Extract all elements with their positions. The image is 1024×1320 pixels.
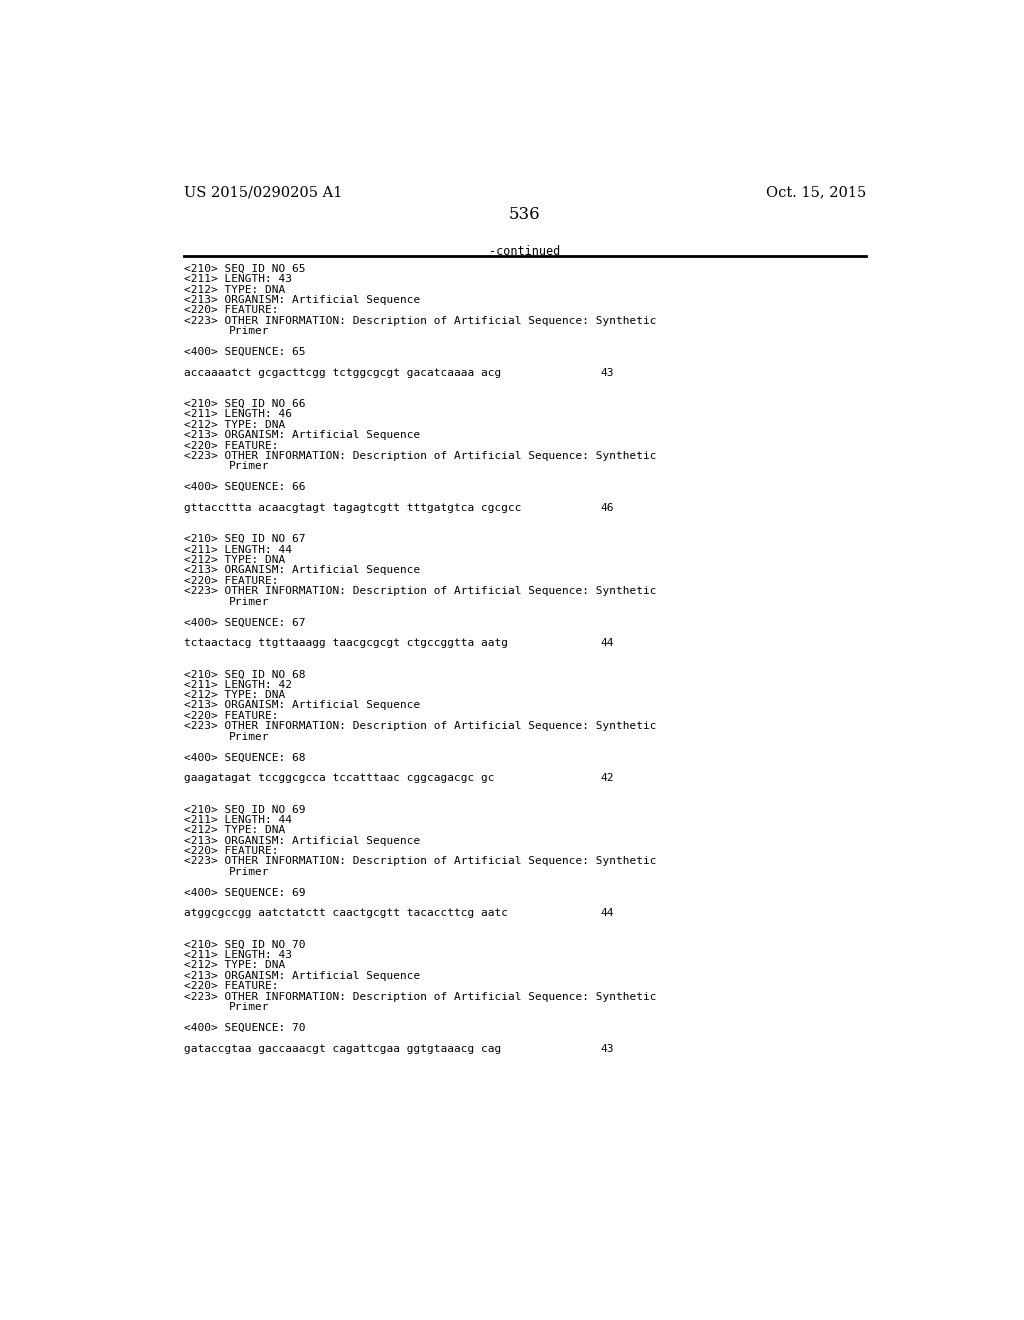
Text: 43: 43 (601, 1044, 614, 1053)
Text: Primer: Primer (228, 326, 269, 337)
Text: <212> TYPE: DNA: <212> TYPE: DNA (183, 554, 285, 565)
Text: 46: 46 (601, 503, 614, 513)
Text: US 2015/0290205 A1: US 2015/0290205 A1 (183, 185, 342, 199)
Text: <211> LENGTH: 44: <211> LENGTH: 44 (183, 814, 292, 825)
Text: <212> TYPE: DNA: <212> TYPE: DNA (183, 420, 285, 430)
Text: tctaactacg ttgttaaagg taacgcgcgt ctgccggtta aatg: tctaactacg ttgttaaagg taacgcgcgt ctgccgg… (183, 638, 508, 648)
Text: atggcgccgg aatctatctt caactgcgtt tacaccttcg aatc: atggcgccgg aatctatctt caactgcgtt tacacct… (183, 908, 508, 919)
Text: 44: 44 (601, 908, 614, 919)
Text: <211> LENGTH: 42: <211> LENGTH: 42 (183, 680, 292, 689)
Text: Oct. 15, 2015: Oct. 15, 2015 (766, 185, 866, 199)
Text: Primer: Primer (228, 597, 269, 606)
Text: 43: 43 (601, 368, 614, 378)
Text: <211> LENGTH: 46: <211> LENGTH: 46 (183, 409, 292, 420)
Text: <223> OTHER INFORMATION: Description of Artificial Sequence: Synthetic: <223> OTHER INFORMATION: Description of … (183, 586, 656, 597)
Text: <211> LENGTH: 44: <211> LENGTH: 44 (183, 545, 292, 554)
Text: <220> FEATURE:: <220> FEATURE: (183, 711, 279, 721)
Text: <210> SEQ ID NO 66: <210> SEQ ID NO 66 (183, 399, 305, 409)
Text: gataccgtaa gaccaaacgt cagattcgaa ggtgtaaacg cag: gataccgtaa gaccaaacgt cagattcgaa ggtgtaa… (183, 1044, 501, 1053)
Text: <213> ORGANISM: Artificial Sequence: <213> ORGANISM: Artificial Sequence (183, 430, 420, 440)
Text: <220> FEATURE:: <220> FEATURE: (183, 846, 279, 855)
Text: <220> FEATURE:: <220> FEATURE: (183, 441, 279, 450)
Text: <400> SEQUENCE: 65: <400> SEQUENCE: 65 (183, 347, 305, 356)
Text: Primer: Primer (228, 867, 269, 876)
Text: <212> TYPE: DNA: <212> TYPE: DNA (183, 825, 285, 836)
Text: <400> SEQUENCE: 66: <400> SEQUENCE: 66 (183, 482, 305, 492)
Text: <212> TYPE: DNA: <212> TYPE: DNA (183, 961, 285, 970)
Text: 42: 42 (601, 774, 614, 783)
Text: 536: 536 (509, 206, 541, 223)
Text: <220> FEATURE:: <220> FEATURE: (183, 981, 279, 991)
Text: Primer: Primer (228, 462, 269, 471)
Text: 44: 44 (601, 638, 614, 648)
Text: <213> ORGANISM: Artificial Sequence: <213> ORGANISM: Artificial Sequence (183, 836, 420, 846)
Text: <220> FEATURE:: <220> FEATURE: (183, 576, 279, 586)
Text: <210> SEQ ID NO 69: <210> SEQ ID NO 69 (183, 804, 305, 814)
Text: <210> SEQ ID NO 67: <210> SEQ ID NO 67 (183, 535, 305, 544)
Text: Primer: Primer (228, 1002, 269, 1012)
Text: <213> ORGANISM: Artificial Sequence: <213> ORGANISM: Artificial Sequence (183, 701, 420, 710)
Text: <213> ORGANISM: Artificial Sequence: <213> ORGANISM: Artificial Sequence (183, 296, 420, 305)
Text: <223> OTHER INFORMATION: Description of Artificial Sequence: Synthetic: <223> OTHER INFORMATION: Description of … (183, 991, 656, 1002)
Text: <400> SEQUENCE: 70: <400> SEQUENCE: 70 (183, 1023, 305, 1032)
Text: <212> TYPE: DNA: <212> TYPE: DNA (183, 690, 285, 700)
Text: <223> OTHER INFORMATION: Description of Artificial Sequence: Synthetic: <223> OTHER INFORMATION: Description of … (183, 315, 656, 326)
Text: gaagatagat tccggcgcca tccatttaac cggcagacgc gc: gaagatagat tccggcgcca tccatttaac cggcaga… (183, 774, 495, 783)
Text: <211> LENGTH: 43: <211> LENGTH: 43 (183, 950, 292, 960)
Text: <210> SEQ ID NO 68: <210> SEQ ID NO 68 (183, 669, 305, 680)
Text: accaaaatct gcgacttcgg tctggcgcgt gacatcaaaa acg: accaaaatct gcgacttcgg tctggcgcgt gacatca… (183, 368, 501, 378)
Text: <213> ORGANISM: Artificial Sequence: <213> ORGANISM: Artificial Sequence (183, 970, 420, 981)
Text: <220> FEATURE:: <220> FEATURE: (183, 305, 279, 315)
Text: <223> OTHER INFORMATION: Description of Artificial Sequence: Synthetic: <223> OTHER INFORMATION: Description of … (183, 857, 656, 866)
Text: <211> LENGTH: 43: <211> LENGTH: 43 (183, 275, 292, 284)
Text: <213> ORGANISM: Artificial Sequence: <213> ORGANISM: Artificial Sequence (183, 565, 420, 576)
Text: <212> TYPE: DNA: <212> TYPE: DNA (183, 285, 285, 294)
Text: <400> SEQUENCE: 67: <400> SEQUENCE: 67 (183, 618, 305, 627)
Text: <223> OTHER INFORMATION: Description of Artificial Sequence: Synthetic: <223> OTHER INFORMATION: Description of … (183, 721, 656, 731)
Text: Primer: Primer (228, 731, 269, 742)
Text: -continued: -continued (489, 244, 560, 257)
Text: <223> OTHER INFORMATION: Description of Artificial Sequence: Synthetic: <223> OTHER INFORMATION: Description of … (183, 451, 656, 461)
Text: <210> SEQ ID NO 65: <210> SEQ ID NO 65 (183, 264, 305, 273)
Text: <400> SEQUENCE: 68: <400> SEQUENCE: 68 (183, 752, 305, 763)
Text: <210> SEQ ID NO 70: <210> SEQ ID NO 70 (183, 940, 305, 949)
Text: <400> SEQUENCE: 69: <400> SEQUENCE: 69 (183, 887, 305, 898)
Text: gttaccttta acaacgtagt tagagtcgtt tttgatgtca cgcgcc: gttaccttta acaacgtagt tagagtcgtt tttgatg… (183, 503, 521, 513)
